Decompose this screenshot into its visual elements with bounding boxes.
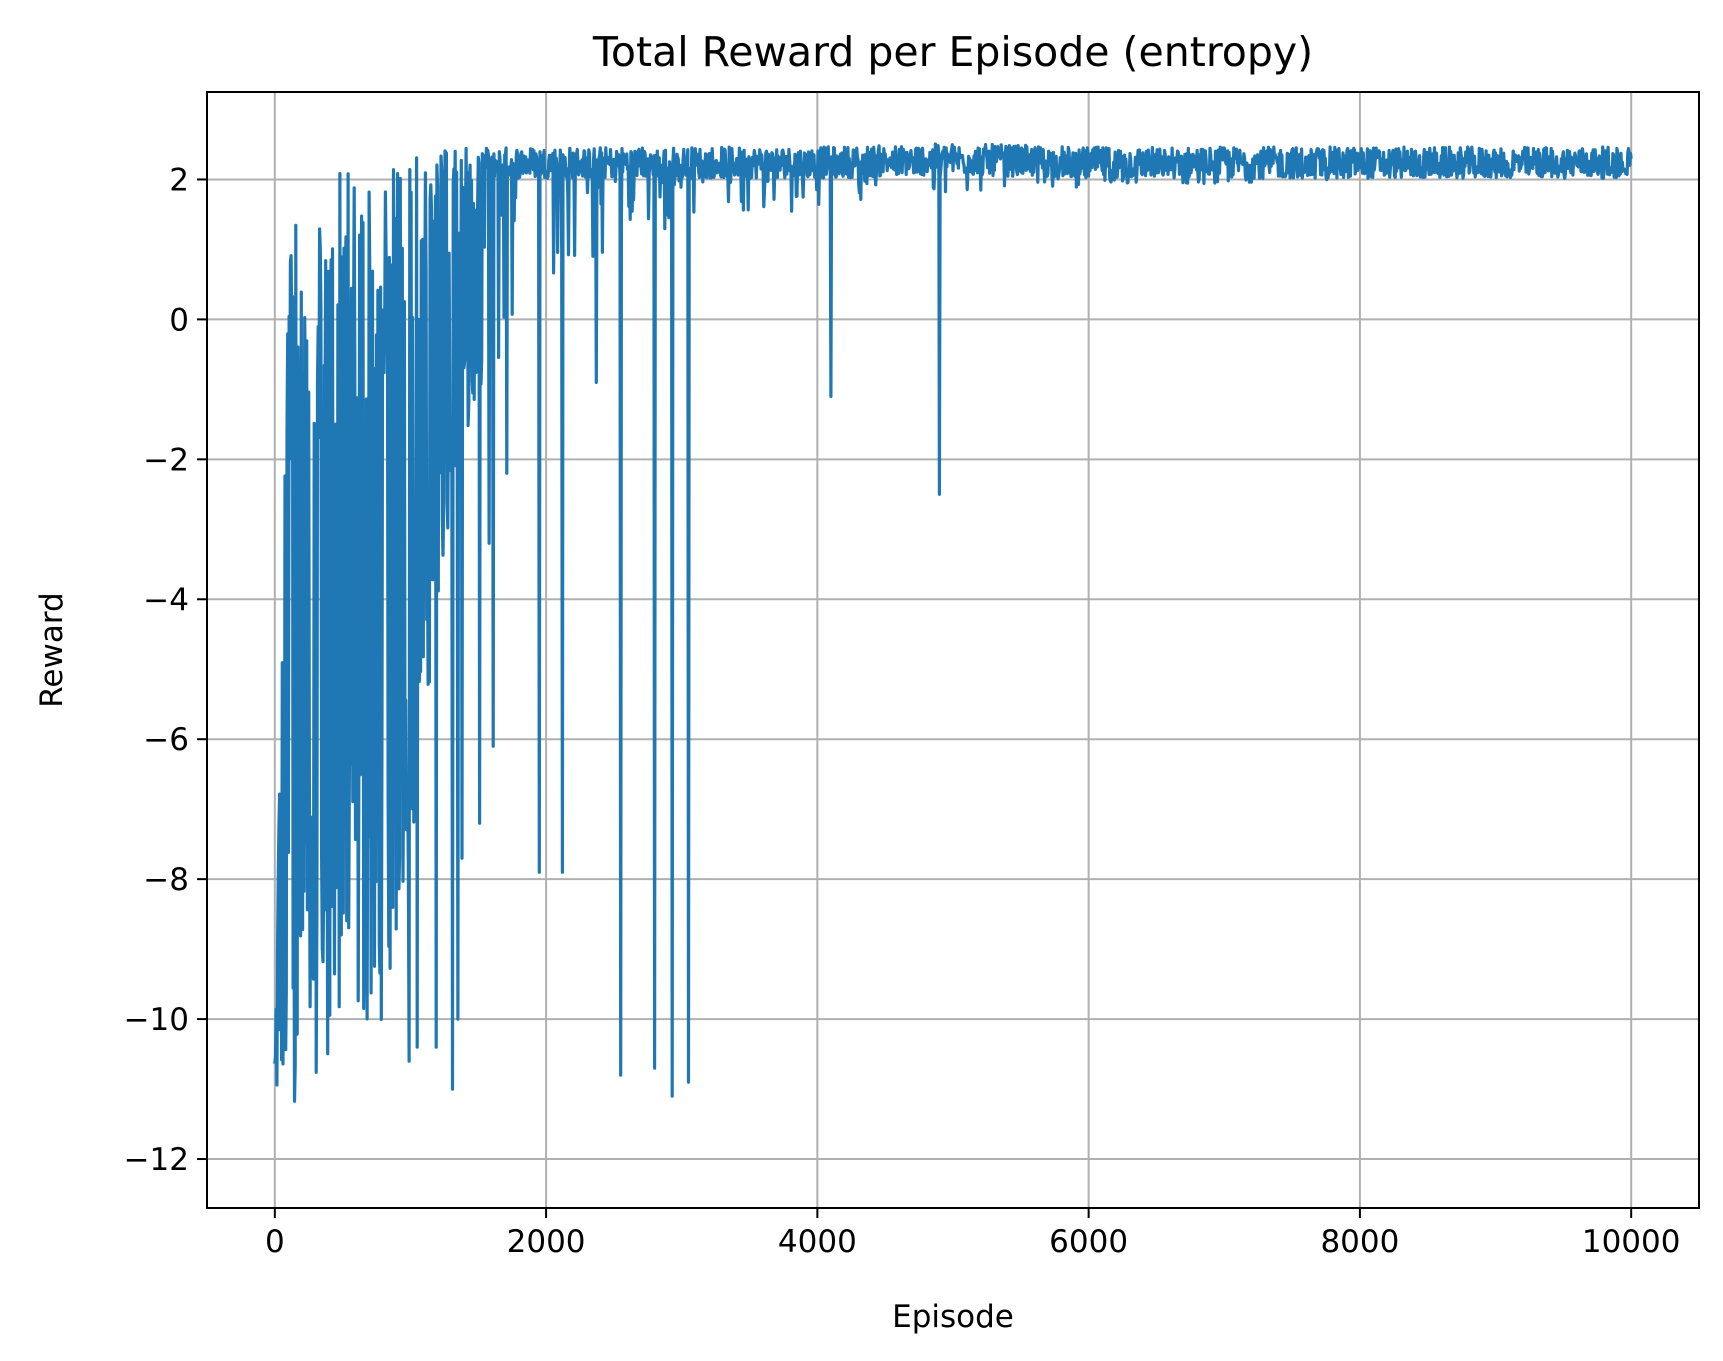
y-axis-ticks: −12 −10 −8 −6 −4 −2 0 2: [124, 162, 207, 1178]
reward-series-line: [273, 142, 1633, 1103]
y-tick-label: −6: [143, 722, 189, 758]
y-tick-label: −4: [143, 582, 189, 618]
y-tick-label: −10: [124, 1002, 189, 1038]
y-tick-label: −2: [143, 442, 189, 478]
y-tick-label: 0: [169, 302, 189, 338]
y-axis-label: Reward: [34, 592, 70, 707]
x-axis-label: Episode: [892, 1299, 1014, 1335]
x-tick-label: 4000: [778, 1224, 857, 1260]
x-tick-label: 10000: [1582, 1224, 1681, 1260]
x-tick-label: 8000: [1320, 1224, 1399, 1260]
y-tick-label: −12: [124, 1142, 189, 1178]
y-tick-label: 2: [169, 162, 189, 198]
x-tick-label: 0: [265, 1224, 285, 1260]
y-tick-label: −8: [143, 862, 189, 898]
plot-frame: [206, 91, 1700, 1209]
x-axis-ticks: 0 2000 4000 6000 8000 10000: [265, 1208, 1681, 1260]
x-tick-label: 6000: [1049, 1224, 1128, 1260]
x-tick-label: 2000: [507, 1224, 586, 1260]
series-layer: [273, 142, 1633, 1103]
chart-title: Total Reward per Episode (entropy): [592, 28, 1313, 76]
